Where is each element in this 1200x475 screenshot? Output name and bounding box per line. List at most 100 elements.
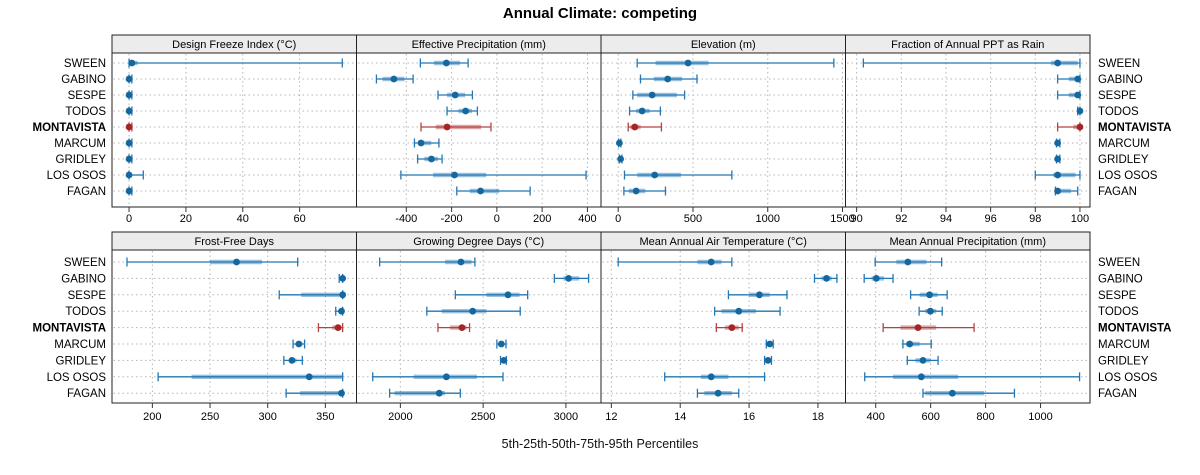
axis-tick-label: 40 — [237, 213, 249, 225]
median-dot — [338, 307, 345, 315]
median-dot — [125, 107, 133, 115]
panel-area — [600, 52, 846, 208]
median-dot — [872, 275, 880, 282]
axis-tick-label: 1000 — [755, 213, 779, 225]
median-dot — [477, 187, 484, 195]
site-label-left: GRIDLEY — [56, 154, 107, 166]
median-dot — [128, 59, 136, 67]
median-dot — [707, 258, 715, 266]
axis-tick-label: 3000 — [554, 411, 578, 423]
median-dot — [443, 123, 451, 131]
site-label-left: TODOS — [65, 306, 106, 318]
median-dot — [334, 324, 342, 331]
median-dot — [565, 275, 572, 282]
median-dot — [125, 171, 133, 179]
site-label-right: GABINO — [1098, 74, 1143, 86]
median-dot — [417, 139, 425, 147]
site-label-left: MONTAVISTA — [33, 122, 106, 134]
axis-tick-label: 600 — [921, 411, 939, 423]
median-dot — [457, 258, 465, 266]
median-dot — [1054, 171, 1062, 179]
median-dot — [125, 187, 133, 195]
axis-tick-label: 18 — [812, 411, 824, 423]
axis-tick-label: 400 — [578, 213, 596, 225]
panel-area — [600, 249, 846, 404]
median-dot — [948, 389, 956, 397]
site-label-right: TODOS — [1098, 106, 1139, 118]
median-dot — [442, 373, 450, 381]
axis-tick-label: 1500 — [830, 213, 854, 225]
panel-area — [111, 249, 357, 404]
axis-tick-label: 14 — [674, 411, 686, 423]
site-label-left: SWEEN — [64, 257, 106, 269]
axis-tick-label: 0 — [126, 213, 132, 225]
median-dot — [1076, 123, 1084, 131]
axis-tick-label: 350 — [316, 411, 334, 423]
median-dot — [288, 357, 296, 364]
axis-tick-label: 2000 — [388, 411, 412, 423]
site-label-left: SESPE — [68, 90, 107, 102]
site-label-right: SWEEN — [1098, 257, 1140, 269]
median-dot — [823, 275, 830, 282]
site-label-right: SESPE — [1098, 290, 1137, 302]
median-dot — [1054, 155, 1062, 163]
panel-title: Fraction of Annual PPT as Rain — [891, 39, 1044, 51]
panel-title: Design Freeze Index (°C) — [172, 39, 296, 51]
median-dot — [339, 275, 347, 282]
axis-tick-label: 98 — [1029, 213, 1041, 225]
median-dot — [638, 107, 646, 115]
median-dot — [233, 258, 240, 266]
site-label-right: LOS OSOS — [1098, 372, 1158, 384]
median-dot — [428, 155, 435, 163]
site-label-left: MARCUM — [54, 339, 106, 351]
site-label-left: SESPE — [68, 290, 107, 302]
site-label-right: GRIDLEY — [1098, 355, 1149, 367]
site-label-left: GABINO — [61, 74, 106, 86]
panel-title: Mean Annual Precipitation (mm) — [889, 236, 1046, 248]
site-label-left: FAGAN — [67, 388, 106, 400]
median-dot — [926, 291, 933, 299]
site-label-right: SESPE — [1098, 90, 1137, 102]
median-dot — [766, 340, 774, 348]
median-dot — [497, 340, 505, 348]
median-dot — [339, 291, 347, 299]
axis-tick-label: 2500 — [471, 411, 495, 423]
median-dot — [504, 291, 512, 299]
site-label-right: LOS OSOS — [1098, 170, 1158, 182]
median-dot — [917, 373, 925, 381]
median-dot — [728, 324, 736, 331]
site-label-right: MONTAVISTA — [1098, 122, 1171, 134]
median-dot — [469, 307, 477, 315]
axis-tick-label: 200 — [143, 411, 161, 423]
median-dot — [1074, 91, 1082, 99]
panel-area — [111, 52, 357, 208]
median-dot — [125, 91, 133, 99]
median-dot — [338, 389, 345, 397]
median-dot — [632, 187, 640, 195]
site-label-left: LOS OSOS — [47, 372, 107, 384]
axis-tick-label: 0 — [494, 213, 500, 225]
median-dot — [1054, 59, 1062, 67]
panel-title: Effective Precipitation (mm) — [412, 39, 546, 51]
median-dot — [1054, 139, 1062, 147]
axis-tick-label: 500 — [684, 213, 702, 225]
panel-title: Growing Degree Days (°C) — [413, 236, 544, 248]
axis-tick-label: 90 — [851, 213, 863, 225]
median-dot — [648, 91, 656, 99]
site-label-right: MONTAVISTA — [1098, 323, 1171, 335]
site-label-right: TODOS — [1098, 306, 1139, 318]
median-dot — [684, 59, 692, 67]
percentiles-caption: 5th-25th-50th-75th-95th Percentiles — [501, 437, 699, 451]
median-dot — [651, 171, 659, 179]
median-dot — [631, 123, 639, 131]
median-dot — [435, 389, 443, 397]
axis-tick-label: 250 — [201, 411, 219, 423]
median-dot — [458, 324, 466, 331]
median-dot — [305, 373, 313, 381]
site-label-left: MARCUM — [54, 138, 106, 150]
site-label-right: GRIDLEY — [1098, 154, 1149, 166]
axis-tick-label: 400 — [867, 411, 885, 423]
median-dot — [451, 171, 458, 179]
axis-tick-label: 800 — [976, 411, 994, 423]
axis-tick-label: 200 — [533, 213, 551, 225]
